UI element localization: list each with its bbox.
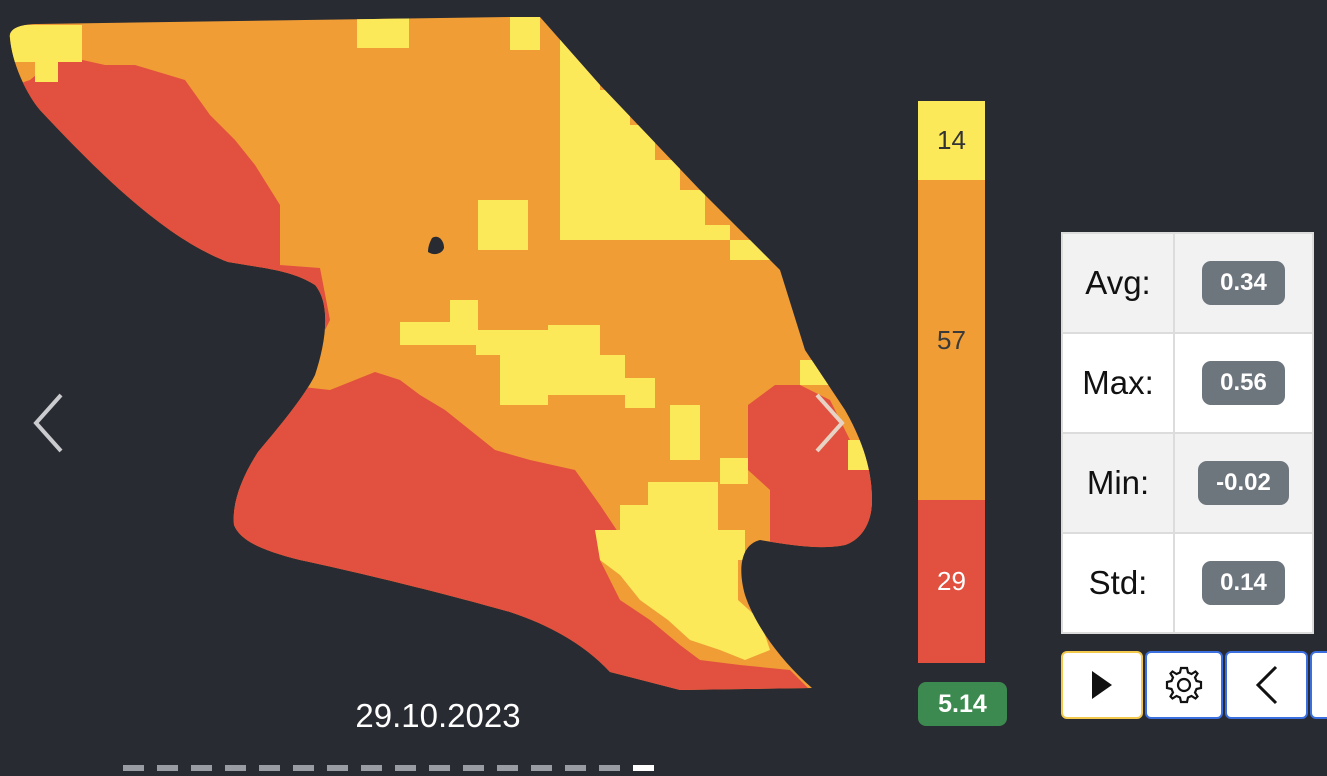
play-icon xyxy=(1092,671,1112,699)
play-button[interactable] xyxy=(1061,651,1143,719)
stat-label: Std: xyxy=(1061,532,1175,634)
stat-label: Avg: xyxy=(1061,232,1175,334)
legend-segment: 14 xyxy=(918,101,985,180)
more-button[interactable] xyxy=(1310,651,1327,719)
carousel-indicator[interactable] xyxy=(259,765,280,771)
legend-segment: 57 xyxy=(918,180,985,500)
carousel-indicator[interactable] xyxy=(123,765,144,771)
chevron-left-icon xyxy=(1255,665,1277,705)
carousel-indicator[interactable] xyxy=(429,765,450,771)
field-map xyxy=(9,17,872,690)
chevron-right-icon xyxy=(815,393,845,453)
stat-row-max: Max: 0.56 xyxy=(1061,332,1314,434)
stat-row-avg: Avg: 0.34 xyxy=(1061,232,1314,334)
carousel-indicator[interactable] xyxy=(497,765,518,771)
settings-button[interactable] xyxy=(1145,651,1223,719)
previous-image-button[interactable] xyxy=(28,390,68,456)
chevron-left-icon xyxy=(33,393,63,453)
stat-value-badge: -0.02 xyxy=(1198,461,1289,505)
zone-legend: 14 57 29 xyxy=(918,101,985,663)
carousel-indicator[interactable] xyxy=(599,765,620,771)
carousel-indicator[interactable] xyxy=(225,765,246,771)
legend-total-badge: 5.14 xyxy=(918,682,1007,726)
stat-value-badge: 0.56 xyxy=(1202,361,1285,405)
carousel-indicator[interactable] xyxy=(531,765,552,771)
carousel-indicator[interactable] xyxy=(395,765,416,771)
stat-label: Max: xyxy=(1061,332,1175,434)
carousel-indicator[interactable] xyxy=(361,765,382,771)
carousel-indicator[interactable] xyxy=(327,765,348,771)
carousel-indicator[interactable] xyxy=(463,765,484,771)
stat-row-min: Min: -0.02 xyxy=(1061,432,1314,534)
legend-segment-label: 29 xyxy=(937,566,966,596)
statistics-table: Avg: 0.34 Max: 0.56 Min: -0.02 Std: 0.14 xyxy=(1061,232,1314,634)
legend-segment-label: 14 xyxy=(937,125,966,155)
image-date: 29.10.2023 xyxy=(355,697,521,734)
legend-segment: 29 xyxy=(918,500,985,663)
stat-value-badge: 0.34 xyxy=(1202,261,1285,305)
carousel-indicator[interactable] xyxy=(633,765,654,771)
stat-row-std: Std: 0.14 xyxy=(1061,532,1314,634)
gear-icon xyxy=(1165,666,1203,704)
legend-segment-label: 57 xyxy=(937,324,966,355)
carousel-indicator[interactable] xyxy=(191,765,212,771)
next-image-button[interactable] xyxy=(810,390,850,456)
carousel-indicator[interactable] xyxy=(157,765,178,771)
back-button[interactable] xyxy=(1225,651,1308,719)
carousel-indicator[interactable] xyxy=(293,765,314,771)
carousel-indicator[interactable] xyxy=(565,765,586,771)
stat-value-badge: 0.14 xyxy=(1202,561,1285,605)
stat-label: Min: xyxy=(1061,432,1175,534)
